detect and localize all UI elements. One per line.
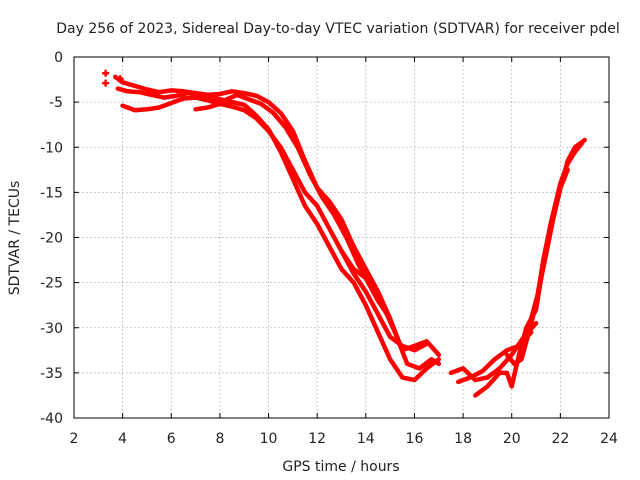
y-tick-label: -5 xyxy=(49,95,63,111)
y-tick-label: -25 xyxy=(40,276,63,292)
series-track-d xyxy=(193,101,429,353)
y-tick-label: -30 xyxy=(40,321,63,337)
y-tick-label: -35 xyxy=(40,366,63,382)
series-track-h xyxy=(473,137,587,398)
x-tick-label: 24 xyxy=(600,431,618,447)
x-tick-label: 6 xyxy=(167,431,176,447)
y-tick-label: -20 xyxy=(40,231,63,247)
x-axis-label: GPS time / hours xyxy=(282,459,399,475)
x-axis-tick-labels: 2 4 6 8 10 12 14 16 18 20 22 24 xyxy=(70,431,618,447)
y-tick-label: 0 xyxy=(54,50,63,66)
axis-ticks xyxy=(73,56,610,419)
series-track-g xyxy=(455,330,534,385)
x-tick-label: 20 xyxy=(503,431,521,447)
x-tick-label: 22 xyxy=(551,431,569,447)
data-point xyxy=(102,69,110,77)
data-point xyxy=(116,75,124,83)
y-tick-label: -10 xyxy=(40,140,63,156)
x-tick-label: 8 xyxy=(215,431,224,447)
y-tick-label: -40 xyxy=(40,411,63,427)
data-point xyxy=(102,79,110,87)
y-tick-label: -15 xyxy=(40,185,63,201)
x-tick-label: 14 xyxy=(357,431,375,447)
grid-lines xyxy=(74,57,609,418)
data-series-group xyxy=(102,69,587,398)
chart-title: Day 256 of 2023, Sidereal Day-to-day VTE… xyxy=(56,21,620,37)
x-tick-label: 4 xyxy=(118,431,127,447)
series-track-j xyxy=(521,167,570,340)
x-tick-label: 16 xyxy=(406,431,424,447)
series-track-e xyxy=(339,248,393,321)
series-track-b xyxy=(115,86,442,371)
x-tick-label: 2 xyxy=(70,431,79,447)
y-axis-tick-labels: 0 -5 -10 -15 -20 -25 -30 -35 -40 xyxy=(40,50,63,427)
x-tick-label: 18 xyxy=(454,431,472,447)
x-tick-label: 10 xyxy=(260,431,278,447)
x-tick-label: 12 xyxy=(308,431,326,447)
y-axis-label: SDTVAR / TECUs xyxy=(7,181,23,296)
